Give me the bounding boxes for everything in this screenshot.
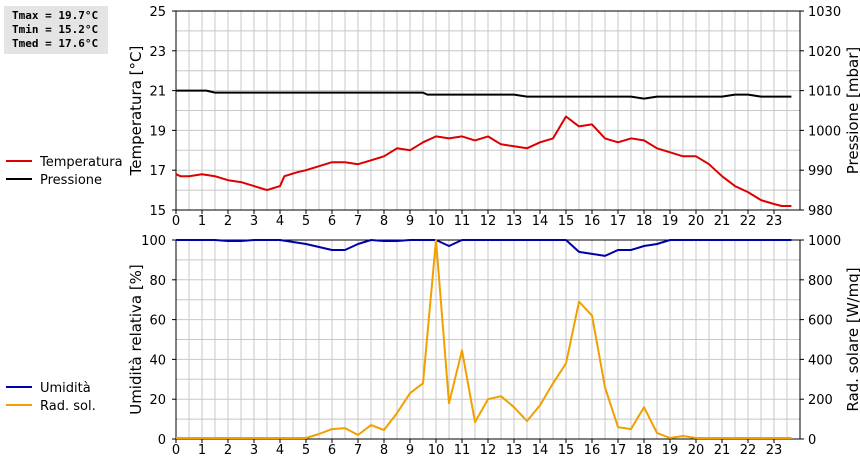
chart2-ytick-label: 60 xyxy=(149,314,166,329)
chart1-xtick-label: 20 xyxy=(688,214,705,229)
stats-box: Tmax = 19.7°C Tmin = 15.2°C Tmed = 17.6°… xyxy=(4,6,108,54)
chart1-ylabel: Temperatura [°C] xyxy=(127,46,145,177)
chart1-xtick-label: 18 xyxy=(636,214,653,229)
chart1-xtick-label: 23 xyxy=(766,214,783,229)
chart2-xtick-label: 9 xyxy=(406,443,414,458)
chart2-xtick-label: 15 xyxy=(558,443,575,458)
chart1-ytick-label: 21 xyxy=(149,85,166,100)
chart1-ytick-label: 19 xyxy=(149,124,166,139)
chart2-y2tick-label: 800 xyxy=(808,274,833,289)
chart2-y2tick-label: 600 xyxy=(808,314,833,329)
chart2-xtick-label: 14 xyxy=(532,443,549,458)
chart1-xtick-label: 2 xyxy=(224,214,232,229)
chart1-xtick-label: 12 xyxy=(480,214,497,229)
tmin-label: Tmin = 15.2°C xyxy=(12,23,99,36)
chart1-xtick-label: 5 xyxy=(302,214,310,229)
chart2-y2tick-label: 0 xyxy=(808,433,816,448)
chart2-xtick-label: 23 xyxy=(766,443,783,458)
series-temperatura-line xyxy=(175,115,792,207)
chart2-xtick-label: 16 xyxy=(584,443,601,458)
chart1-xtick-label: 0 xyxy=(172,214,180,229)
chart1-xtick-label: 13 xyxy=(506,214,523,229)
chart1-ytick-label: 17 xyxy=(149,164,166,179)
chart2-xtick-label: 1 xyxy=(198,443,206,458)
legend-pressione: Pressione xyxy=(6,173,102,188)
chart2-xtick-label: 18 xyxy=(636,443,653,458)
chart2-xtick-label: 22 xyxy=(740,443,757,458)
chart2-y2tick-label: 400 xyxy=(808,353,833,368)
chart1-xtick-label: 7 xyxy=(354,214,362,229)
chart1-xtick-label: 6 xyxy=(328,214,336,229)
chart1-ytick-label: 23 xyxy=(149,45,166,60)
chart2-xtick-label: 19 xyxy=(662,443,679,458)
chart2-xtick-label: 0 xyxy=(172,443,180,458)
chart2-xtick-label: 2 xyxy=(224,443,232,458)
chart1-xtick-label: 16 xyxy=(584,214,601,229)
chart2-xtick-label: 17 xyxy=(610,443,627,458)
chart1-xtick-label: 19 xyxy=(662,214,679,229)
chart2-ytick-label: 40 xyxy=(149,353,166,368)
chart2-y2tick-label: 1000 xyxy=(808,234,841,249)
chart1-y2tick-label: 990 xyxy=(808,164,833,179)
legend-temperatura-label: Temperatura xyxy=(39,155,123,170)
chart2-xtick-label: 20 xyxy=(688,443,705,458)
chart1-xtick-label: 21 xyxy=(714,214,731,229)
legend-rad-sol: Rad. sol. xyxy=(6,399,96,414)
chart2-xtick-label: 8 xyxy=(380,443,388,458)
chart1-xtick-label: 9 xyxy=(406,214,414,229)
chart1-y2tick-label: 1020 xyxy=(808,45,841,60)
chart2-xtick-label: 7 xyxy=(354,443,362,458)
legend-umidita: Umidità xyxy=(6,381,91,396)
chart1-y2tick-label: 1000 xyxy=(808,124,841,139)
legend-pressione-label: Pressione xyxy=(40,173,102,188)
chart1-y2tick-label: 1030 xyxy=(808,5,841,20)
legend-umidita-label: Umidità xyxy=(40,381,91,396)
chart1-y2tick-label: 980 xyxy=(808,204,833,219)
chart1-xtick-label: 8 xyxy=(380,214,388,229)
chart2-y2label: Rad. solare [W/mq] xyxy=(844,267,860,411)
chart1-y2tick-label: 1010 xyxy=(808,85,841,100)
series-rad-sol-line xyxy=(176,239,792,439)
legend-temperatura: Temperatura xyxy=(6,155,123,170)
chart2-ytick-label: 20 xyxy=(149,393,166,408)
chart2-ylabel: Umidità relativa [%] xyxy=(127,264,145,415)
chart1-xtick-label: 10 xyxy=(428,214,445,229)
chart1-xtick-label: 1 xyxy=(198,214,206,229)
chart2-xtick-label: 12 xyxy=(480,443,497,458)
tmax-label: Tmax = 19.7°C xyxy=(12,9,99,22)
chart1-ytick-label: 15 xyxy=(149,204,166,219)
chart1-xtick-label: 3 xyxy=(250,214,258,229)
chart2-xtick-label: 13 xyxy=(506,443,523,458)
chart2-y2tick-label: 200 xyxy=(808,393,833,408)
chart2-xtick-label: 21 xyxy=(714,443,731,458)
legend-rad-sol-label: Rad. sol. xyxy=(40,399,96,414)
series-pressione-line xyxy=(176,89,792,100)
chart2-ytick-label: 100 xyxy=(141,234,166,249)
chart2-ytick-label: 0 xyxy=(158,433,166,448)
chart1-xtick-label: 14 xyxy=(532,214,549,229)
chart2-xtick-label: 11 xyxy=(454,443,471,458)
chart2-xtick-label: 6 xyxy=(328,443,336,458)
chart2-xtick-label: 10 xyxy=(428,443,445,458)
chart1-xtick-label: 17 xyxy=(610,214,627,229)
tmed-label: Tmed = 17.6°C xyxy=(12,37,99,50)
chart1-xtick-label: 4 xyxy=(276,214,284,229)
chart2-xtick-label: 3 xyxy=(250,443,258,458)
series-umidit-line xyxy=(176,239,792,257)
chart1-xtick-label: 11 xyxy=(454,214,471,229)
chart2-ytick-label: 80 xyxy=(149,274,166,289)
chart1-xtick-label: 15 xyxy=(558,214,575,229)
chart2-xtick-label: 5 xyxy=(302,443,310,458)
chart1-ytick-label: 25 xyxy=(149,5,166,20)
chart1-y2label: Pressione [mbar] xyxy=(844,47,860,175)
chart1-xtick-label: 22 xyxy=(740,214,757,229)
chart2-xtick-label: 4 xyxy=(276,443,284,458)
